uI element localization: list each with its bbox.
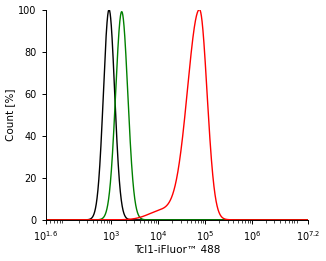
Y-axis label: Count [%]: Count [%] bbox=[6, 88, 16, 141]
X-axis label: Tcl1-iFluor™ 488: Tcl1-iFluor™ 488 bbox=[134, 245, 220, 256]
